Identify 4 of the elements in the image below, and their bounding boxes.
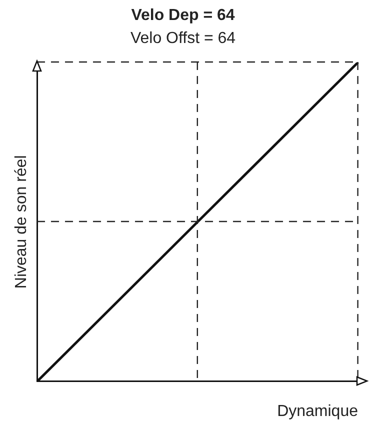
chart-title: Velo Dep = 64: [131, 7, 235, 24]
x-axis-title: Dynamique: [277, 402, 358, 420]
y-axis-title: Niveau de son réel: [13, 155, 30, 289]
chart-subtitle: Velo Offst = 64: [130, 30, 236, 48]
